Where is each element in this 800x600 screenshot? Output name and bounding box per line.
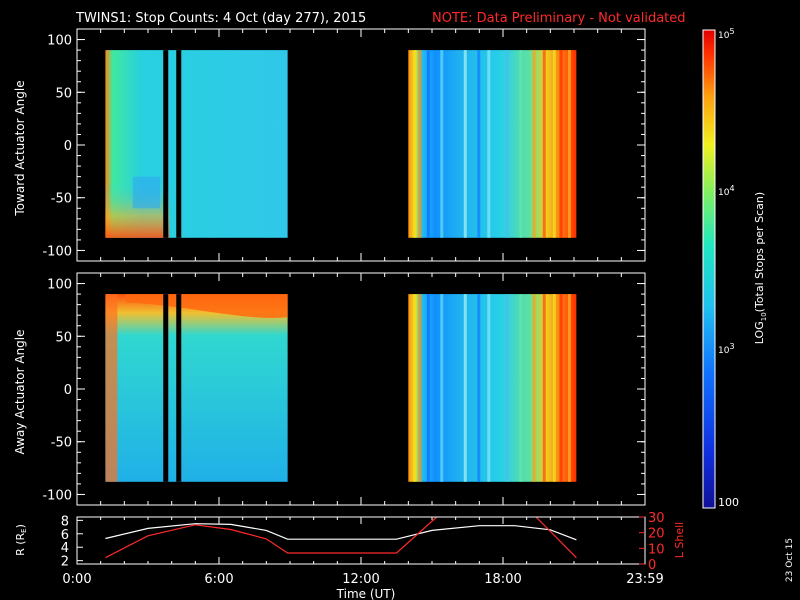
data-gap	[176, 50, 182, 238]
heatmap-cell	[105, 294, 288, 482]
l-shell-tick-label: 30	[648, 511, 665, 526]
l-shell-axis-label: L Shell	[673, 522, 686, 558]
y-tick-label: -50	[51, 436, 72, 451]
y-tick-label: 50	[55, 330, 72, 345]
heatmap-streak	[487, 50, 491, 238]
y-tick-label: 0	[64, 139, 72, 154]
y-tick-label: 50	[55, 86, 72, 101]
heatmap-streak	[532, 50, 536, 238]
heatmap-streak	[542, 50, 546, 238]
data-gap	[176, 294, 182, 482]
y-tick-label: -100	[42, 488, 72, 503]
heatmap-cell	[105, 50, 170, 238]
heatmap-streak	[505, 50, 509, 238]
x-tick-label: 18:00	[484, 572, 521, 587]
heatmap-streak	[559, 50, 563, 238]
heatmap-streak	[440, 294, 444, 482]
colorbar-bottom-label: 100	[718, 496, 739, 509]
heatmap-streak	[532, 294, 536, 482]
x-tick-label: 23:59	[626, 572, 663, 587]
l-shell-tick-label: 10	[648, 542, 665, 557]
preliminary-note: NOTE: Data Preliminary - Not validated	[432, 11, 686, 26]
heatmap-streak	[519, 294, 523, 482]
r-tick-label: 2	[61, 555, 69, 570]
l-shell-line	[105, 517, 438, 559]
heatmap-streak	[567, 50, 571, 238]
colorbar-mid-label: 104	[718, 184, 735, 198]
y-tick-label: 100	[47, 278, 72, 293]
r-tick-label: 8	[61, 514, 69, 529]
heatmap-streak	[418, 294, 422, 482]
data-gap	[163, 294, 169, 482]
heatmap-streak	[559, 294, 563, 482]
r-tick-label: 6	[61, 528, 69, 543]
time-axis-label: Time (UT)	[336, 587, 396, 600]
l-shell-tick-label: 0	[648, 558, 656, 573]
heatmap-cell	[105, 294, 118, 482]
toward-axis-label: Toward Actuator Angle	[13, 80, 27, 216]
heatmap-streak	[440, 50, 444, 238]
colorbar-low-label: 103	[718, 342, 735, 356]
heatmap-streak	[413, 50, 417, 238]
heatmap-streak	[519, 50, 523, 238]
data-block-left	[105, 50, 288, 238]
y-tick-label: 100	[47, 34, 72, 49]
away-actuator-panel: 100 50 0 -50 -100	[42, 272, 646, 506]
heatmap-cell	[408, 294, 577, 482]
heatmap-streak	[487, 294, 491, 482]
data-block-left	[105, 294, 288, 482]
heatmap-cell	[132, 176, 161, 209]
x-tick-label: 6:00	[204, 572, 233, 587]
data-gap	[163, 50, 169, 238]
r-distance-line	[105, 523, 577, 541]
heatmap-streak	[542, 294, 546, 482]
data-block-right	[408, 50, 577, 238]
heatmap-streak	[552, 50, 556, 238]
r-axis-label: R (RE)	[14, 524, 28, 556]
heatmap-streak	[477, 294, 481, 482]
heatmap-streak	[426, 294, 430, 482]
away-axis-label: Away Actuator Angle	[13, 329, 27, 454]
x-tick-label: 0:00	[62, 572, 91, 587]
heatmap-streak	[413, 294, 417, 482]
y-tick-label: -50	[51, 192, 72, 207]
heatmap-cell	[408, 50, 577, 238]
heatmap-streak	[426, 50, 430, 238]
heatmap-streak	[477, 50, 481, 238]
r-tick-label: 4	[61, 541, 69, 556]
l-shell-line	[535, 517, 577, 559]
date-stamp: 23 Oct 15	[785, 538, 795, 582]
heatmap-streak	[463, 294, 467, 482]
y-tick-label: 0	[64, 383, 72, 398]
colorbar-title: LOG10(Total Stops per Scan)	[753, 192, 768, 344]
heatmap-streak	[463, 50, 467, 238]
data-block-right	[408, 294, 577, 482]
toward-actuator-panel: 100 50 0 -50 -100	[42, 28, 646, 262]
colorbar: 105 104 103 100 LOG10(Total Stops per Sc…	[702, 27, 768, 509]
heatmap-streak	[418, 50, 422, 238]
x-tick-label: 12:00	[342, 572, 379, 587]
heatmap-streak	[552, 294, 556, 482]
l-shell-tick-label: 20	[648, 527, 665, 542]
heatmap-streak	[567, 294, 571, 482]
chart-title: TWINS1: Stop Counts: 4 Oct (day 277), 20…	[75, 11, 366, 26]
colorbar-top-label: 105	[718, 27, 735, 41]
heatmap-streak	[505, 294, 509, 482]
y-tick-label: -100	[42, 244, 72, 259]
